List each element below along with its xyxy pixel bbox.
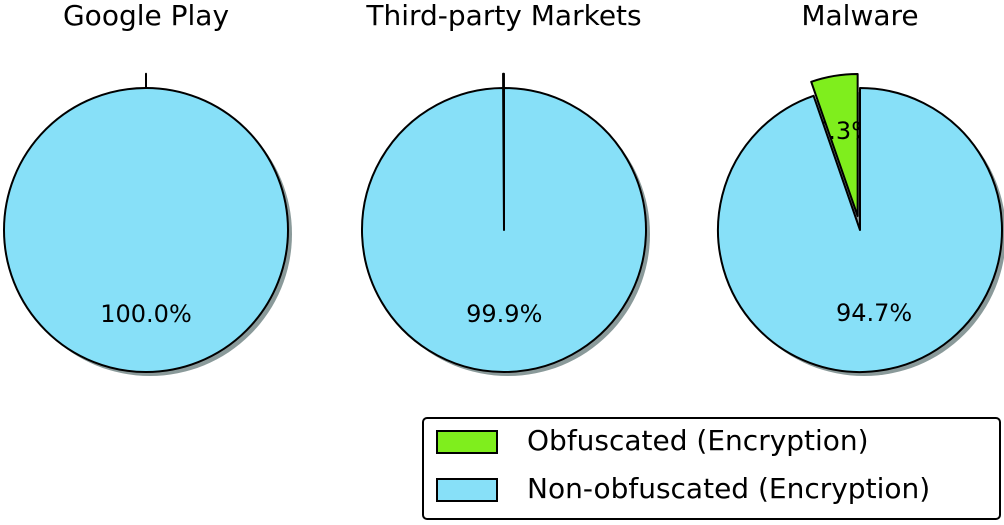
slice-label: 94.7%: [836, 299, 912, 327]
slice-label: 99.9%: [466, 300, 542, 328]
chart-title: Third-party Markets: [365, 0, 641, 32]
pie-slice: [810, 72, 859, 217]
legend-swatch: [436, 478, 498, 502]
legend-label: Obfuscated (Encryption): [527, 424, 869, 457]
legend-label: Non-obfuscated (Encryption): [527, 472, 930, 505]
legend-box: [422, 417, 1001, 520]
pie-slice: [3, 87, 289, 373]
pie-slice: [361, 87, 647, 373]
legend-swatch: [436, 430, 498, 454]
slice-label: 100.0%: [100, 300, 192, 328]
chart-title: Google Play: [63, 0, 229, 32]
chart-title: Malware: [801, 0, 918, 32]
pie-slice: [717, 87, 1003, 373]
